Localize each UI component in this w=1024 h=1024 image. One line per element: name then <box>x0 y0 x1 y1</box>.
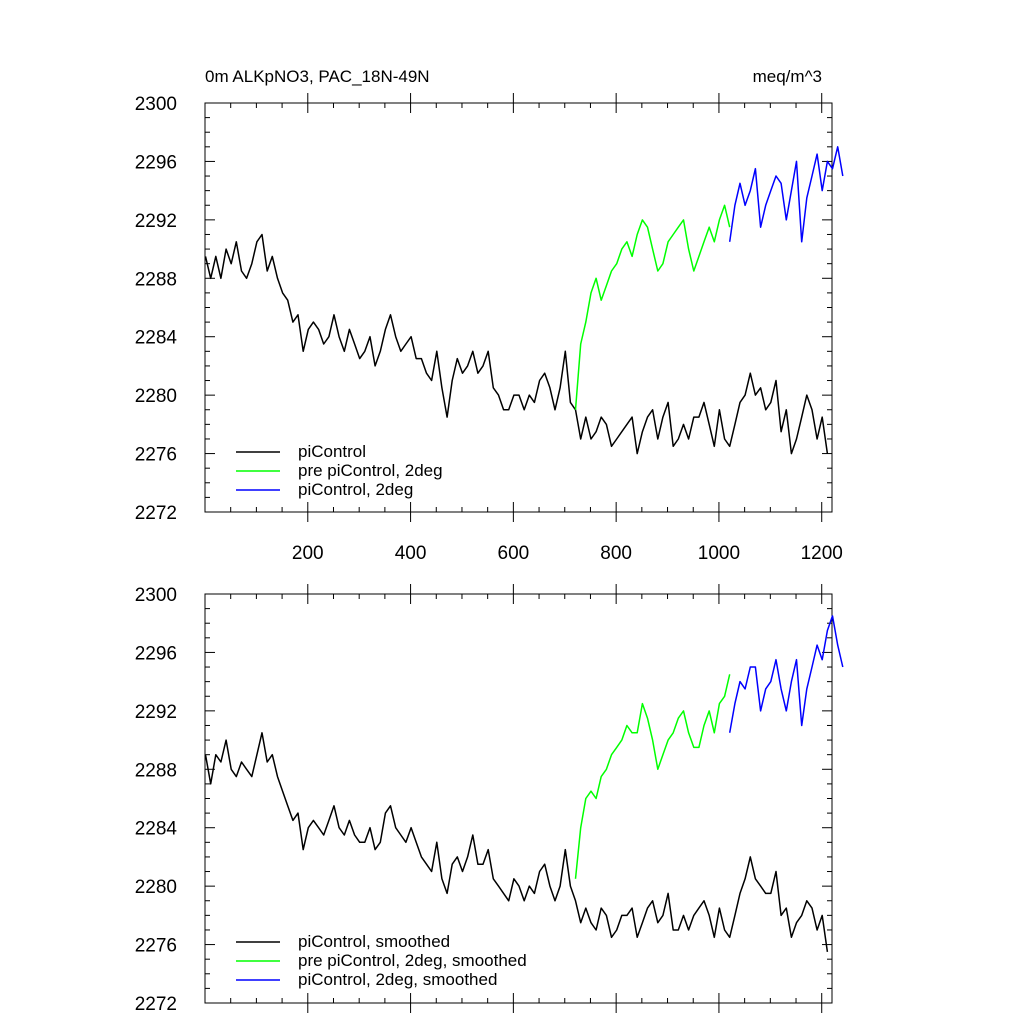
x-tick-label: 600 <box>498 543 530 564</box>
legend-label: piControl, smoothed <box>298 932 450 951</box>
y-tick-label: 2272 <box>135 994 177 1015</box>
bottom-panel: 2272 2276 2280 2284 2288 2292 2296 2300 piContro… <box>135 584 844 1015</box>
y-tick-label: 2300 <box>135 94 177 115</box>
y-tick-label: 2292 <box>135 702 177 723</box>
series-line <box>574 204 731 410</box>
x-tick-label: 400 <box>395 543 427 564</box>
chart-title: 0m ALKpNO3, PAC_18N-49N <box>205 67 430 86</box>
legend-label: piControl, 2deg, smoothed <box>298 970 497 989</box>
series-line <box>728 146 844 243</box>
legend-label: piControl, 2deg <box>298 480 413 499</box>
y-tick-label: 2272 <box>135 503 177 524</box>
units-label: meq/m^3 <box>753 67 822 86</box>
y-tick-label: 2296 <box>135 643 177 664</box>
series-line <box>204 233 829 455</box>
y-tick-label: 2288 <box>135 269 177 290</box>
series-line <box>728 615 844 733</box>
series-line <box>204 732 829 953</box>
legend-label: pre piControl, 2deg, smoothed <box>298 951 527 970</box>
y-tick-label: 2284 <box>135 328 178 349</box>
y-tick-label: 2284 <box>135 819 178 840</box>
y-tick-label: 2280 <box>135 386 177 407</box>
y-tick-label: 2296 <box>135 152 177 173</box>
y-tick-label: 2276 <box>135 445 177 466</box>
legend-label: pre piControl, 2deg <box>298 461 443 480</box>
x-tick-label: 1000 <box>698 543 740 564</box>
series-line <box>574 674 731 879</box>
x-tick-label: 800 <box>600 543 632 564</box>
x-tick-label: 200 <box>292 543 324 564</box>
legend-label: piControl <box>298 442 366 461</box>
y-tick-label: 2280 <box>135 877 177 898</box>
x-tick-label: 1200 <box>801 543 843 564</box>
y-tick-label: 2292 <box>135 211 177 232</box>
y-tick-label: 2276 <box>135 936 177 957</box>
top-panel: 200 400 600 800 1000 1200 2272 2276 2280 2284 2288… <box>135 93 844 564</box>
y-tick-label: 2300 <box>135 585 177 606</box>
y-tick-label: 2288 <box>135 760 177 781</box>
